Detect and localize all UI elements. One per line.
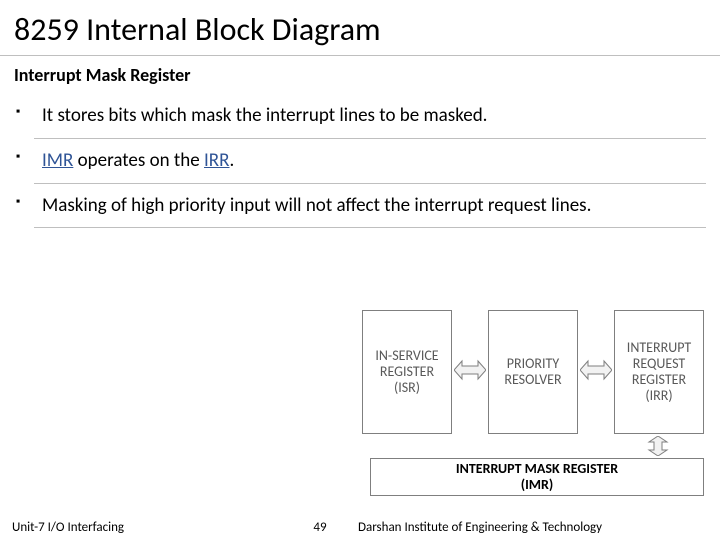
bullet-list: It stores bits which mask the interrupt … (0, 90, 720, 228)
block-line: (IRR) (645, 388, 672, 404)
block-line: PRIORITY (507, 356, 559, 372)
footer-institute: Darshan Institute of Engineering & Techn… (340, 520, 720, 535)
block-line: INTERRUPT MASK REGISTER (456, 461, 618, 477)
block-line: REGISTER (632, 372, 686, 388)
isr-block: IN-SERVICE REGISTER (ISR) (362, 310, 452, 434)
bullet-item: Masking of high priority input will not … (34, 184, 706, 229)
double-arrow-vertical-icon (646, 436, 670, 456)
irr-block: INTERRUPT REQUEST REGISTER (IRR) (614, 310, 704, 434)
block-line: (ISR) (394, 380, 420, 396)
bullet-item: It stores bits which mask the interrupt … (34, 94, 706, 139)
block-line: (IMR) (521, 477, 554, 493)
priority-resolver-block: PRIORITY RESOLVER (488, 310, 578, 434)
slide-title: 8259 Internal Block Diagram (0, 0, 720, 56)
block-line: RESOLVER (504, 372, 561, 388)
bullet-item: IMR operates on the IRR. (34, 139, 706, 184)
footer-page-number: 49 (300, 520, 340, 535)
bullet-text: operates on the (73, 149, 204, 172)
slide-footer: Unit-7 I/O Interfacing 49 Darshan Instit… (0, 514, 720, 540)
link-text: IRR (204, 149, 230, 172)
block-line: REQUEST (633, 356, 685, 372)
block-line: IN-SERVICE (375, 348, 438, 364)
block-diagram: IN-SERVICE REGISTER (ISR) PRIORITY RESOL… (330, 310, 714, 500)
double-arrow-icon (454, 358, 486, 382)
double-arrow-icon (580, 358, 612, 382)
imr-block: INTERRUPT MASK REGISTER (IMR) (370, 458, 704, 496)
block-line: REGISTER (380, 364, 434, 380)
footer-unit: Unit-7 I/O Interfacing (0, 520, 300, 535)
bullet-text: . (230, 149, 235, 172)
slide-subheading: Interrupt Mask Register (0, 56, 720, 90)
link-text: IMR (42, 149, 73, 172)
block-line: INTERRUPT (627, 340, 691, 356)
